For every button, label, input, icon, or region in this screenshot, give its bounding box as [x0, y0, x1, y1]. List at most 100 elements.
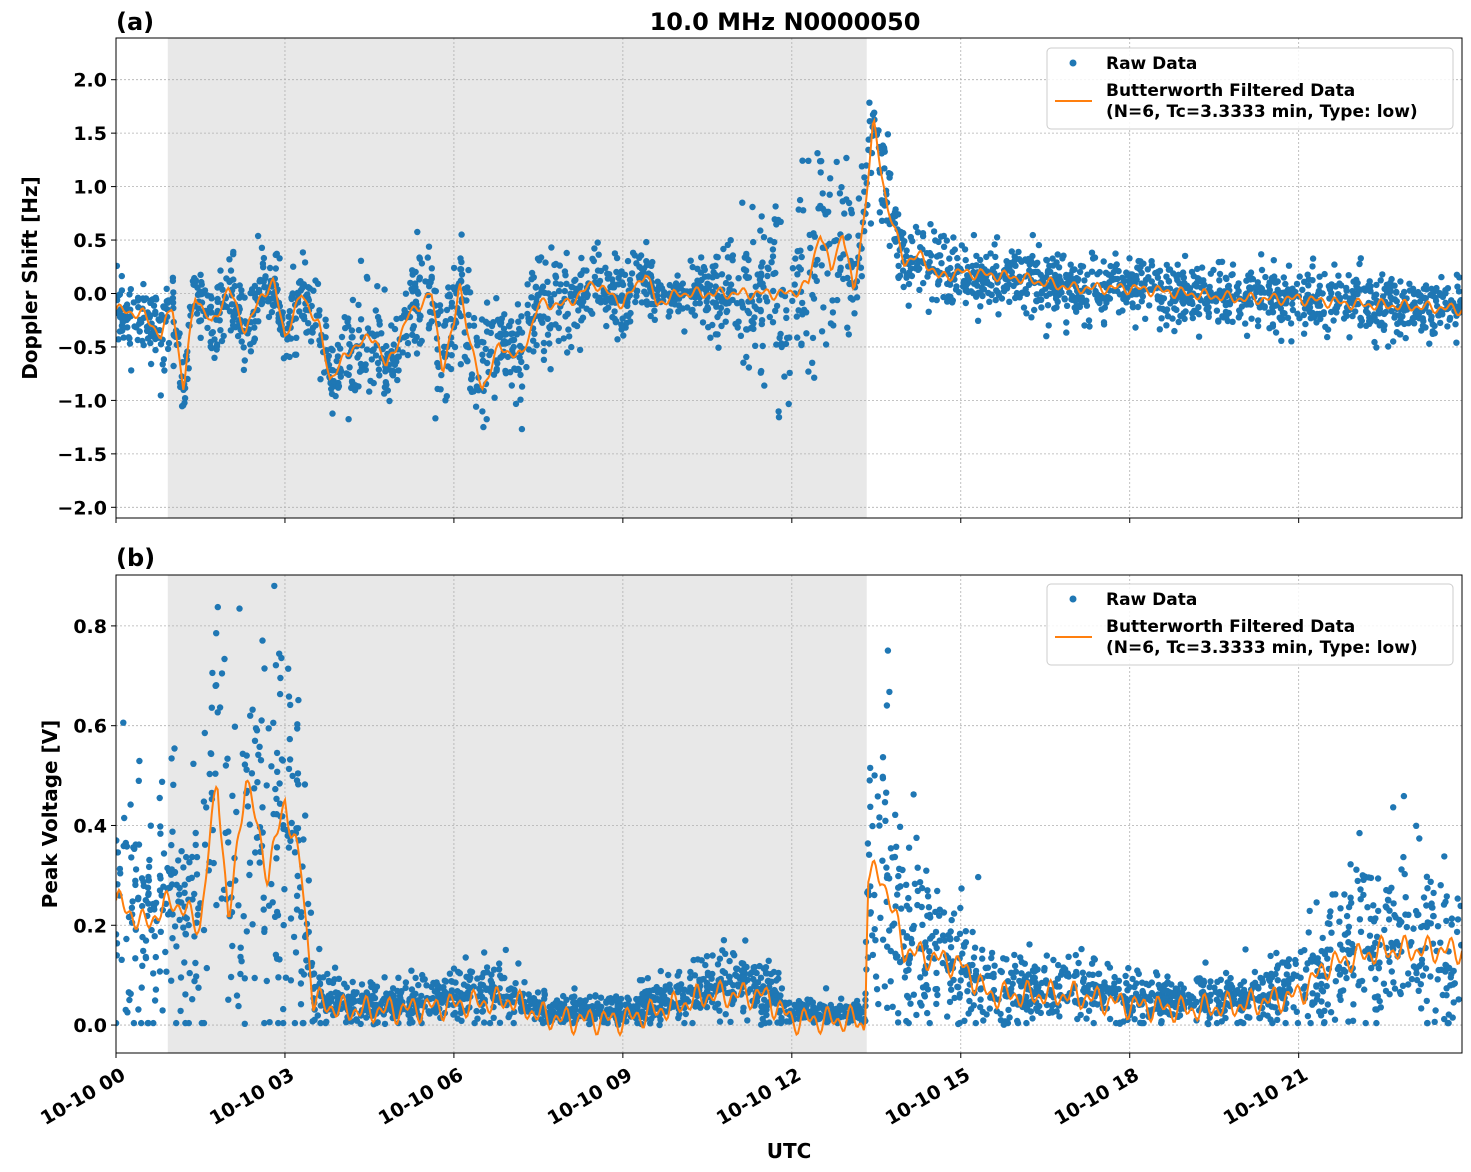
raw-data-point	[737, 332, 745, 339]
raw-data-point	[739, 199, 746, 206]
raw-data-point	[348, 327, 356, 334]
raw-data-point	[1319, 934, 1326, 942]
raw-data-point	[247, 341, 254, 348]
raw-data-point	[198, 278, 205, 286]
raw-data-point	[136, 757, 143, 765]
raw-data-point	[228, 301, 236, 308]
raw-data-point	[1306, 304, 1314, 311]
raw-data-point	[1138, 280, 1145, 287]
raw-data-point	[845, 331, 852, 338]
raw-data-point	[908, 272, 916, 280]
raw-data-point	[370, 983, 378, 990]
raw-data-point	[1035, 241, 1043, 249]
raw-data-point	[657, 967, 664, 975]
raw-data-point	[769, 319, 777, 326]
raw-data-point	[977, 1004, 984, 1011]
raw-data-point	[1419, 972, 1427, 979]
raw-data-point	[486, 351, 493, 359]
raw-data-point	[1132, 324, 1139, 331]
raw-data-point	[403, 332, 410, 340]
raw-data-point	[1081, 277, 1088, 284]
raw-data-point	[1204, 299, 1211, 306]
raw-data-point	[568, 283, 575, 290]
raw-data-point	[116, 881, 121, 888]
raw-data-point	[127, 801, 134, 808]
raw-data-point	[1420, 894, 1428, 901]
raw-data-point	[891, 209, 899, 216]
raw-data-point	[1066, 289, 1073, 296]
raw-data-point	[644, 261, 651, 268]
raw-data-point	[1043, 952, 1051, 959]
raw-data-point	[333, 357, 340, 365]
raw-data-point	[188, 853, 196, 861]
raw-data-point	[1339, 946, 1346, 953]
raw-data-point	[794, 334, 801, 341]
raw-data-point	[481, 949, 488, 956]
raw-data-point	[947, 264, 954, 272]
raw-data-point	[1180, 274, 1188, 281]
raw-data-point	[624, 302, 631, 309]
raw-data-point	[1326, 295, 1333, 302]
raw-data-point	[594, 239, 601, 246]
raw-data-point	[213, 682, 220, 689]
raw-data-point	[697, 1004, 704, 1011]
raw-data-point	[513, 331, 521, 338]
raw-data-point	[425, 1008, 432, 1015]
raw-data-point	[1000, 287, 1008, 295]
raw-data-point	[1319, 972, 1326, 979]
raw-data-point	[157, 392, 164, 399]
raw-data-point	[785, 400, 792, 408]
raw-data-point	[1254, 279, 1262, 286]
raw-data-point	[454, 988, 461, 995]
x-tick-label: 10-10 03	[206, 1064, 298, 1130]
raw-data-point	[1282, 280, 1289, 288]
raw-data-point	[1088, 960, 1096, 967]
raw-data-point	[826, 191, 833, 198]
raw-data-point	[895, 1010, 902, 1017]
raw-data-point	[511, 365, 518, 372]
raw-data-point	[1183, 282, 1191, 289]
raw-data-point	[1431, 322, 1438, 330]
raw-data-point	[294, 825, 302, 832]
raw-data-point	[1423, 997, 1431, 1005]
raw-data-point	[1125, 964, 1132, 972]
legend-raw-marker	[1069, 59, 1077, 67]
raw-data-point	[500, 338, 507, 346]
raw-data-point	[462, 954, 469, 961]
raw-data-point	[307, 338, 315, 345]
raw-data-point	[1354, 877, 1361, 885]
raw-data-point	[274, 768, 281, 775]
raw-data-point	[1385, 343, 1392, 350]
raw-data-point	[1348, 940, 1356, 948]
raw-data-point	[886, 242, 893, 250]
raw-data-point	[1171, 327, 1178, 335]
raw-data-point	[1285, 262, 1293, 269]
raw-data-point	[383, 990, 390, 997]
raw-data-point	[263, 977, 270, 985]
legend-filtered-params: (N=6, Tc=3.3333 min, Type: low)	[1106, 102, 1418, 122]
raw-data-point	[1173, 273, 1180, 280]
raw-data-point	[218, 337, 226, 345]
raw-data-point	[980, 1017, 987, 1024]
raw-data-point	[1054, 975, 1062, 982]
raw-data-point	[182, 1019, 189, 1027]
panel-b: 0.00.20.40.60.810-10 00 10-10 03 10-10 06 1…	[37, 574, 1463, 1130]
raw-data-point	[687, 257, 694, 264]
raw-data-point	[881, 799, 889, 806]
raw-data-point	[189, 896, 196, 903]
raw-data-point	[1214, 978, 1221, 985]
raw-data-point	[1063, 274, 1070, 281]
raw-data-point	[1337, 988, 1345, 995]
raw-data-point	[973, 293, 980, 300]
raw-data-point	[1115, 267, 1122, 275]
raw-data-point	[714, 961, 722, 968]
raw-data-point	[803, 309, 810, 316]
raw-data-point	[1433, 286, 1440, 294]
raw-data-point	[1145, 274, 1152, 281]
raw-data-point	[209, 329, 216, 336]
raw-data-point	[958, 968, 965, 976]
raw-data-point	[1050, 956, 1057, 964]
raw-data-point	[436, 302, 444, 309]
raw-data-point	[395, 367, 402, 374]
raw-data-point	[1160, 295, 1168, 302]
